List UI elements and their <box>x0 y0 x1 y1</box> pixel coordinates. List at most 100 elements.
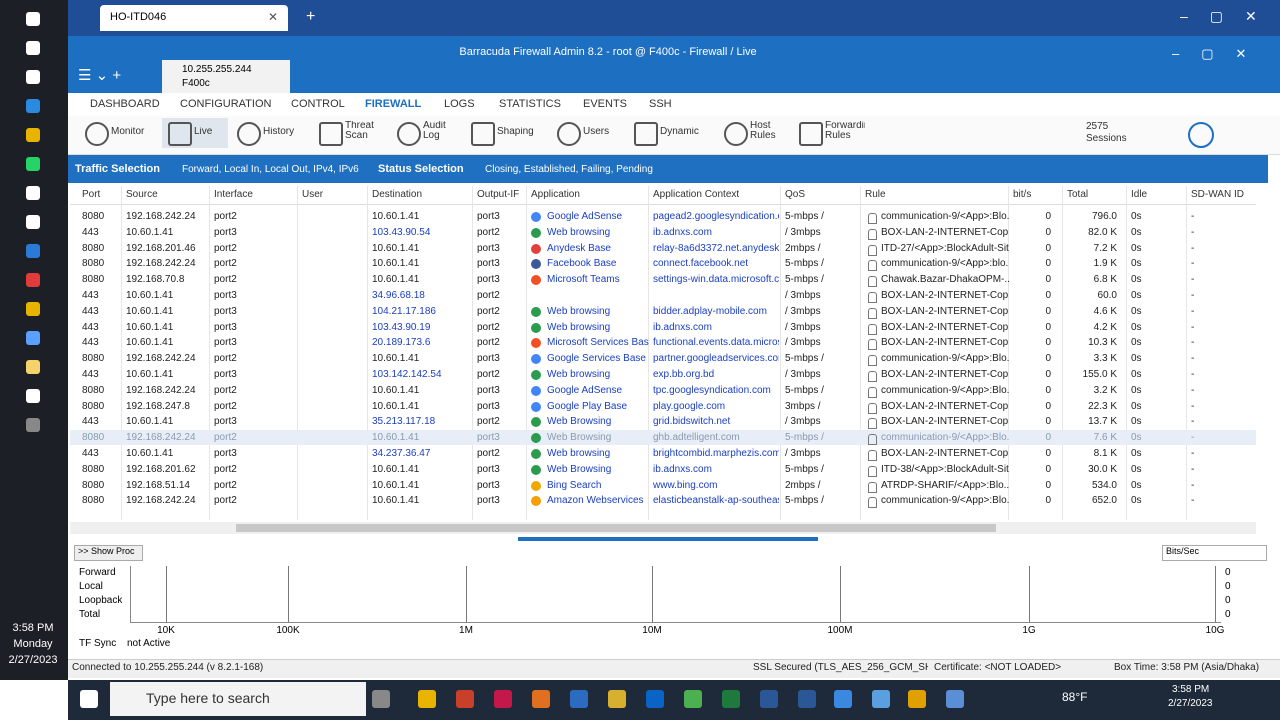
unit-select[interactable]: Bits/Sec <box>1162 545 1267 561</box>
cell: Microsoft Teams <box>547 274 620 286</box>
nav-item[interactable]: SSH <box>649 98 672 110</box>
column-header[interactable]: Application <box>531 189 580 200</box>
side-icon[interactable] <box>26 99 40 113</box>
side-icon[interactable] <box>26 215 40 229</box>
taskbar-icon[interactable] <box>798 690 816 708</box>
tool-label[interactable]: Forwarding Rules <box>825 121 865 141</box>
nav-item[interactable]: CONTROL <box>291 98 345 110</box>
tool-label[interactable]: Live <box>194 127 213 137</box>
taskbar-icon[interactable] <box>608 690 626 708</box>
column-header[interactable]: Destination <box>372 189 423 200</box>
search-box[interactable] <box>110 682 366 716</box>
tool-icon[interactable] <box>397 122 421 146</box>
new-tab[interactable]: + <box>306 8 316 25</box>
side-icon[interactable] <box>26 418 40 432</box>
taskbar-icon[interactable] <box>722 690 740 708</box>
nav-item[interactable]: DASHBOARD <box>90 98 160 110</box>
taskbar-icon[interactable] <box>456 690 474 708</box>
column-header[interactable]: bit/s <box>1013 189 1032 200</box>
taskbar-icon[interactable] <box>494 690 512 708</box>
browser-tab[interactable] <box>100 5 288 31</box>
graph-axis-label: 100K <box>276 625 300 636</box>
column-header[interactable]: Output-IF <box>477 189 520 200</box>
taskbar-icon[interactable] <box>532 690 550 708</box>
pause[interactable] <box>1188 122 1214 148</box>
app-controls[interactable]: –▢✕ <box>1172 46 1269 61</box>
scroll-thumb[interactable] <box>236 524 996 532</box>
column-header[interactable]: Source <box>126 189 158 200</box>
column-header[interactable]: User <box>302 189 324 200</box>
tool-label[interactable]: Host Rules <box>750 121 776 141</box>
tool-icon[interactable] <box>799 122 823 146</box>
tool-icon[interactable] <box>634 122 658 146</box>
taskbar-icon[interactable] <box>908 690 926 708</box>
taskbar-icon[interactable] <box>760 690 778 708</box>
taskbar-icon[interactable] <box>372 690 390 708</box>
tool-label[interactable]: Dynamic <box>660 127 699 137</box>
nav-item[interactable]: LOGS <box>444 98 475 110</box>
traffic-value[interactable]: Forward, Local In, Local Out, IPv4, IPv6 <box>182 164 359 175</box>
menu[interactable]: ☰ ⌄ + <box>78 67 122 84</box>
side-icon[interactable] <box>26 302 40 316</box>
nav-item[interactable]: STATISTICS <box>499 98 561 110</box>
taskbar-icon[interactable] <box>646 690 664 708</box>
tool-icon[interactable] <box>319 122 343 146</box>
side-icon[interactable] <box>26 244 40 258</box>
side-icon[interactable] <box>26 128 40 142</box>
side-icon[interactable] <box>26 70 40 84</box>
taskbar-icon[interactable] <box>946 690 964 708</box>
column-header[interactable]: Total <box>1067 189 1089 200</box>
tool-label[interactable]: Threat Scan <box>345 121 374 141</box>
search-text[interactable]: Type here to search <box>146 690 270 706</box>
taskbar-icon[interactable] <box>872 690 890 708</box>
close[interactable]: ✕ <box>268 10 279 24</box>
nav-item[interactable]: EVENTS <box>583 98 628 110</box>
tool-label[interactable]: Monitor <box>111 127 145 137</box>
tool-label[interactable]: Audit Log <box>423 121 446 141</box>
side-icon[interactable] <box>26 360 40 374</box>
side-icon[interactable] <box>26 389 40 403</box>
tool-label[interactable]: Shaping <box>497 127 534 137</box>
cell: 7.6 K <box>1093 432 1117 444</box>
taskbar-icon[interactable] <box>570 690 588 708</box>
graph-label: Loopback <box>79 595 123 606</box>
side-icon[interactable] <box>26 12 40 26</box>
taskbar-icon[interactable] <box>834 690 852 708</box>
column-header[interactable]: Idle <box>1131 189 1148 200</box>
side-icon[interactable] <box>26 186 40 200</box>
taskbar-icon[interactable] <box>684 690 702 708</box>
nav-item[interactable]: FIREWALL <box>365 98 422 110</box>
app-icon <box>531 417 541 428</box>
side-icon[interactable] <box>26 273 40 287</box>
column-header[interactable]: SD-WAN ID <box>1191 189 1244 200</box>
tool-icon[interactable] <box>724 122 748 146</box>
status-value[interactable]: Closing, Established, Failing, Pending <box>485 164 653 175</box>
nav-item[interactable]: CONFIGURATION <box>180 98 272 110</box>
cell: port2 <box>214 400 237 412</box>
splitter[interactable] <box>518 537 818 541</box>
show-proc[interactable]: >> Show Proc <box>74 545 143 561</box>
side-icon[interactable] <box>26 157 40 171</box>
side-icon[interactable] <box>26 41 40 55</box>
cell: Google Services Base <box>547 353 646 365</box>
tool-label[interactable]: Users <box>583 127 610 137</box>
graph-tick <box>652 566 653 622</box>
tool-icon[interactable] <box>237 122 261 146</box>
window-controls[interactable]: –▢✕ <box>1180 8 1279 24</box>
tool-label[interactable]: History <box>263 127 295 137</box>
column-header[interactable]: Rule <box>865 189 886 200</box>
side-icon[interactable] <box>26 331 40 345</box>
cell: port2 <box>477 448 500 459</box>
session-tab[interactable] <box>162 60 290 93</box>
tool-icon[interactable] <box>168 122 192 146</box>
tool-icon[interactable] <box>557 122 581 146</box>
tool-icon[interactable] <box>471 122 495 146</box>
taskbar-icon[interactable] <box>418 690 436 708</box>
tool-icon[interactable] <box>85 122 109 146</box>
column-header[interactable]: Interface <box>214 189 253 200</box>
column-header[interactable]: Application Context <box>653 189 740 200</box>
tab-label[interactable]: HO-ITD046 <box>110 11 167 23</box>
column-header[interactable]: Port <box>82 189 101 200</box>
column-header[interactable]: QoS <box>785 189 806 200</box>
taskbar-icon[interactable] <box>80 690 98 708</box>
